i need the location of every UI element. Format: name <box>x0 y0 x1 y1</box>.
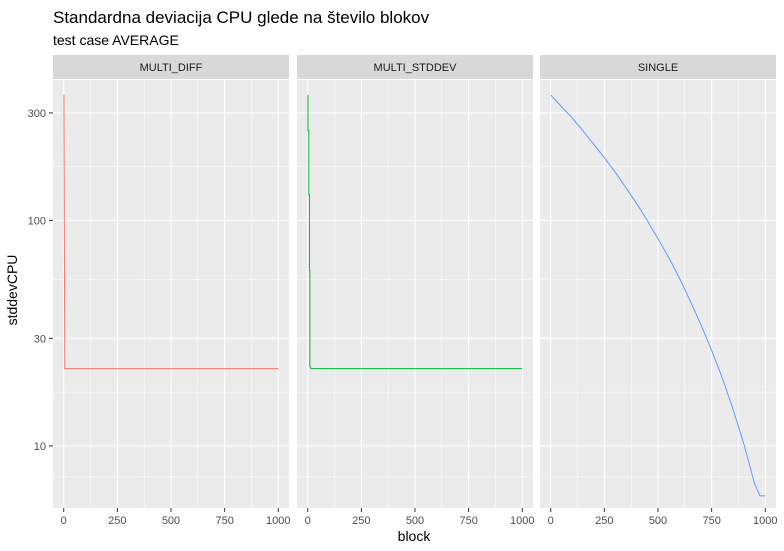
x-axis-single: 0 250 500 750 1000 <box>548 508 778 527</box>
x-tick-label: 250 <box>108 515 126 527</box>
facet-strip <box>297 55 533 79</box>
facet-strip-label: MULTI_DIFF <box>140 62 203 74</box>
facet-strip-label: MULTI_STDDEV <box>374 62 458 74</box>
x-tick-label: 500 <box>649 515 667 527</box>
y-axis: 10 30 100 300 <box>28 108 53 453</box>
facet-panel-single: SINGLE <box>540 55 776 508</box>
y-tick-label: 100 <box>28 215 46 227</box>
x-tick-label: 500 <box>406 515 424 527</box>
facet-panels: MULTI_DIFF MULTI_STDDEV SINGLE <box>53 55 776 508</box>
x-axis-multi-diff: 0 250 500 750 1000 <box>61 508 291 527</box>
series-line-multi-diff <box>63 94 279 370</box>
x-tick-label: 0 <box>61 515 67 527</box>
x-tick-label: 750 <box>459 515 477 527</box>
chart-subtitle: test case AVERAGE <box>53 32 179 48</box>
x-tick-label: 750 <box>215 515 233 527</box>
x-tick-label: 1000 <box>266 515 290 527</box>
x-axes: 0 250 500 750 1000 0 250 500 750 1000 0 250 500 750 10… <box>61 508 778 527</box>
y-tick-label: 30 <box>34 333 46 345</box>
x-tick-label: 1000 <box>510 515 534 527</box>
facet-panel-multi-stddev: MULTI_STDDEV <box>297 55 533 508</box>
x-tick-label: 0 <box>305 515 311 527</box>
y-axis-title: stddevCPU <box>4 255 20 326</box>
facet-strip <box>53 55 289 79</box>
y-tick-label: 10 <box>34 441 46 453</box>
series-line-multi-stddev <box>307 94 523 370</box>
series-line-single <box>550 94 766 497</box>
facet-strip-label: SINGLE <box>638 62 678 74</box>
x-tick-label: 750 <box>702 515 720 527</box>
x-tick-label: 1000 <box>753 515 777 527</box>
chart-title: Standardna deviacija CPU glede na števil… <box>53 8 430 27</box>
x-tick-label: 0 <box>548 515 554 527</box>
facet-panel-multi-diff: MULTI_DIFF <box>53 55 289 508</box>
x-axis-title: block <box>398 528 432 544</box>
facet-strip <box>540 55 776 79</box>
x-tick-label: 500 <box>162 515 180 527</box>
y-tick-label: 300 <box>28 108 46 120</box>
x-axis-multi-stddev: 0 250 500 750 1000 <box>305 508 535 527</box>
x-tick-label: 250 <box>352 515 370 527</box>
x-tick-label: 250 <box>595 515 613 527</box>
